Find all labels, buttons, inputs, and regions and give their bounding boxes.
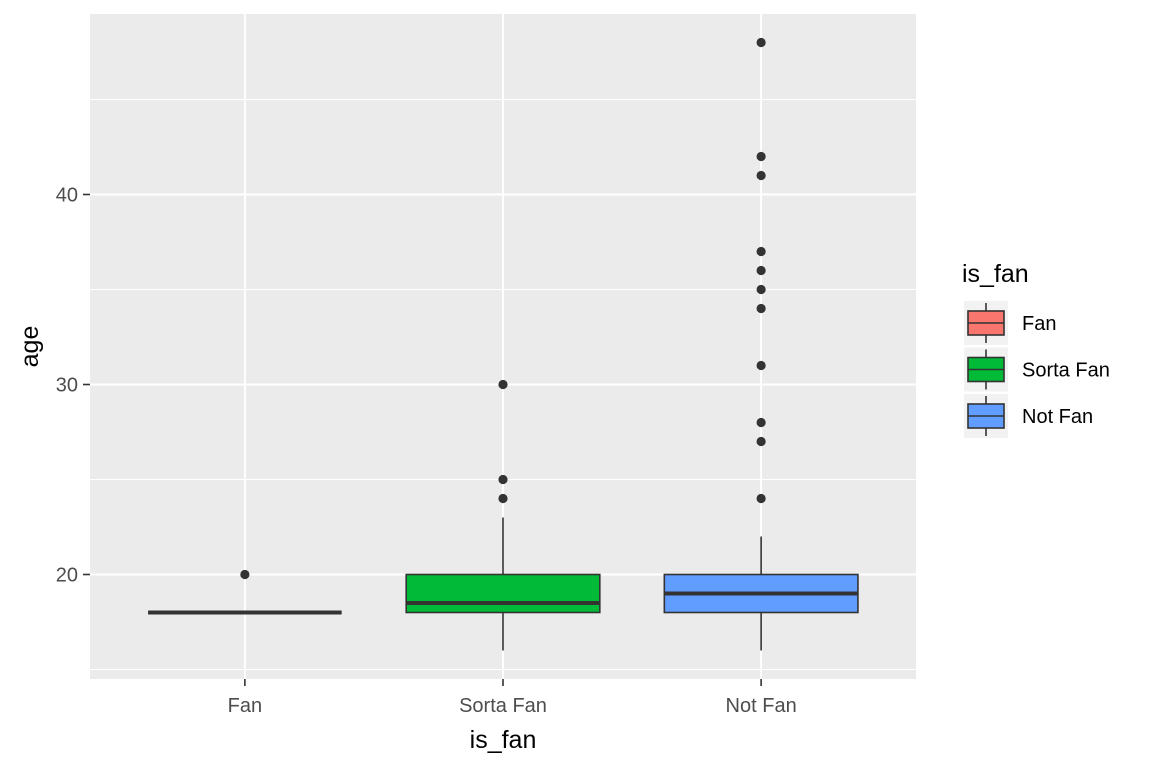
legend: is_fan Fan Sorta Fan Not Fan <box>962 260 1110 438</box>
outlier-point <box>756 246 766 257</box>
legend-title: is_fan <box>962 260 1029 288</box>
outlier-point <box>756 360 766 371</box>
outlier-point <box>756 303 766 314</box>
outlier-point <box>756 417 766 428</box>
box-not-fan <box>663 37 859 651</box>
y-axis: 20 30 40 <box>56 185 90 587</box>
y-tick-label: 20 <box>56 565 78 587</box>
boxes <box>148 37 859 651</box>
legend-label: Sorta Fan <box>1022 360 1110 382</box>
x-tick-label: Sorta Fan <box>459 695 547 717</box>
outlier-point <box>240 569 250 580</box>
legend-label: Not Fan <box>1022 406 1093 428</box>
outlier-point <box>756 151 766 162</box>
y-tick-label: 40 <box>56 185 78 207</box>
outlier-point <box>498 379 508 390</box>
outlier-point <box>756 170 766 181</box>
outlier-point <box>498 474 508 485</box>
box-sorta-fan <box>405 379 601 651</box>
legend-item-fan: Fan <box>964 301 1056 345</box>
legend-item-sorta-fan: Sorta Fan <box>964 347 1110 392</box>
x-axis-title: is_fan <box>470 726 537 754</box>
outlier-point <box>756 284 766 295</box>
y-tick-label: 30 <box>56 375 78 397</box>
x-tick-label: Not Fan <box>726 695 797 717</box>
outlier-point <box>756 265 766 276</box>
outlier-point <box>756 493 766 504</box>
x-tick-label: Fan <box>228 695 262 717</box>
x-axis: Fan Sorta Fan Not Fan <box>228 679 797 717</box>
box-iqr <box>405 573 601 614</box>
legend-label: Fan <box>1022 313 1056 335</box>
legend-item-not-fan: Not Fan <box>964 394 1093 438</box>
outlier-point <box>756 37 766 48</box>
outlier-point <box>498 493 508 504</box>
box-fan <box>148 569 342 615</box>
outlier-point <box>756 436 766 447</box>
y-axis-title: age <box>16 326 44 368</box>
